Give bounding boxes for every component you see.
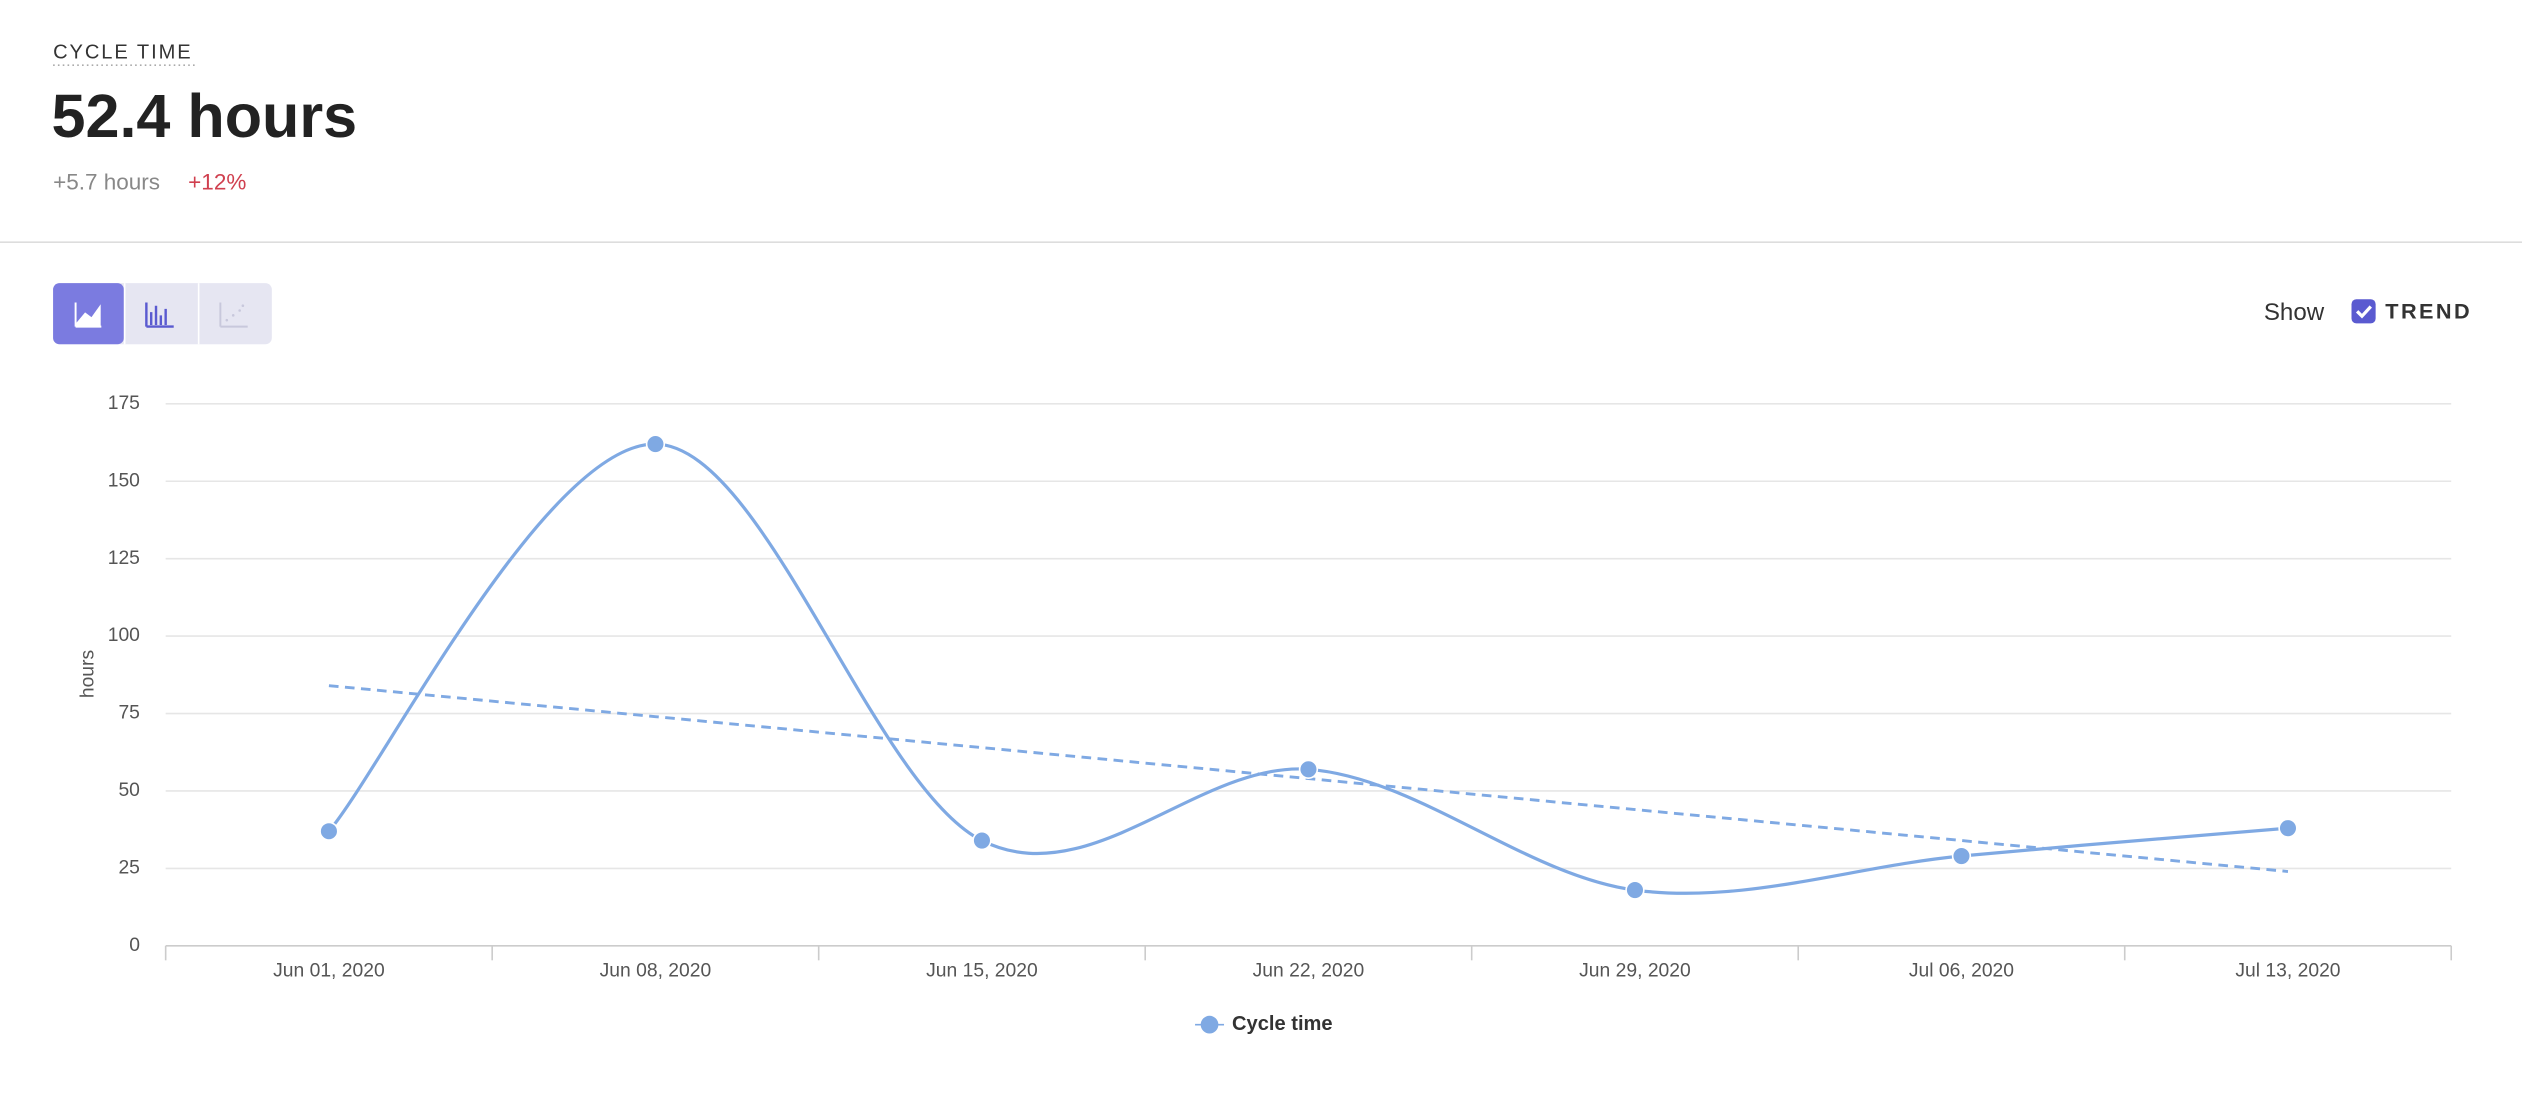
x-tick-label: Jul 06, 2020: [1909, 961, 2014, 982]
trend-checkbox[interactable]: [2351, 299, 2376, 324]
data-point: [1298, 759, 1319, 779]
data-point: [972, 830, 992, 851]
data-point: [2278, 818, 2298, 838]
area-icon: [74, 302, 102, 328]
scatter-icon: [219, 302, 248, 328]
x-tick-label: Jun 08, 2020: [600, 961, 712, 982]
legend-marker: [1200, 1015, 1219, 1034]
scatter-button[interactable]: [199, 283, 271, 344]
series-line: [327, 442, 2289, 895]
dot: [241, 304, 245, 307]
dot: [231, 314, 235, 317]
x-tick-label: Jul 13, 2020: [2235, 961, 2340, 982]
legend-label: Cycle time: [1232, 1013, 1333, 1035]
check-icon: [2355, 305, 2372, 319]
dot: [238, 309, 241, 312]
metric-label: CYCLE TIME: [53, 41, 193, 63]
metric-delta-pct: +12%: [188, 169, 246, 194]
show-label: Show: [2264, 299, 2325, 326]
y-axis-label: hours: [78, 650, 99, 698]
chart-type-toggle: [53, 283, 272, 345]
x-tick-label: Jun 01, 2020: [273, 961, 385, 982]
y-tick-label: 75: [118, 703, 139, 724]
metric-delta: +5.7 hours: [53, 169, 160, 194]
y-tick-label: 25: [118, 858, 139, 879]
x-tick-label: Jun 29, 2020: [1579, 961, 1691, 982]
data-point: [319, 821, 339, 841]
data-point: [1625, 880, 1645, 900]
metric-value: 52.4 hours: [51, 82, 357, 150]
y-tick-label: 0: [129, 935, 140, 956]
y-tick-label: 175: [108, 393, 140, 414]
bar-button[interactable]: [125, 283, 197, 344]
data-point: [645, 434, 666, 454]
y-tick-label: 50: [118, 780, 139, 801]
y-tick-label: 100: [108, 625, 140, 646]
dot: [225, 318, 229, 322]
trend-label[interactable]: TREND: [2385, 299, 2472, 324]
x-tick-label: Jun 22, 2020: [1253, 961, 1365, 982]
x-tick-label: Jun 15, 2020: [926, 961, 1038, 982]
bar-icon: [145, 302, 174, 328]
y-tick-label: 125: [108, 548, 140, 569]
data-point: [1951, 846, 1972, 866]
y-tick-label: 150: [108, 470, 140, 491]
area-button[interactable]: [53, 283, 124, 345]
